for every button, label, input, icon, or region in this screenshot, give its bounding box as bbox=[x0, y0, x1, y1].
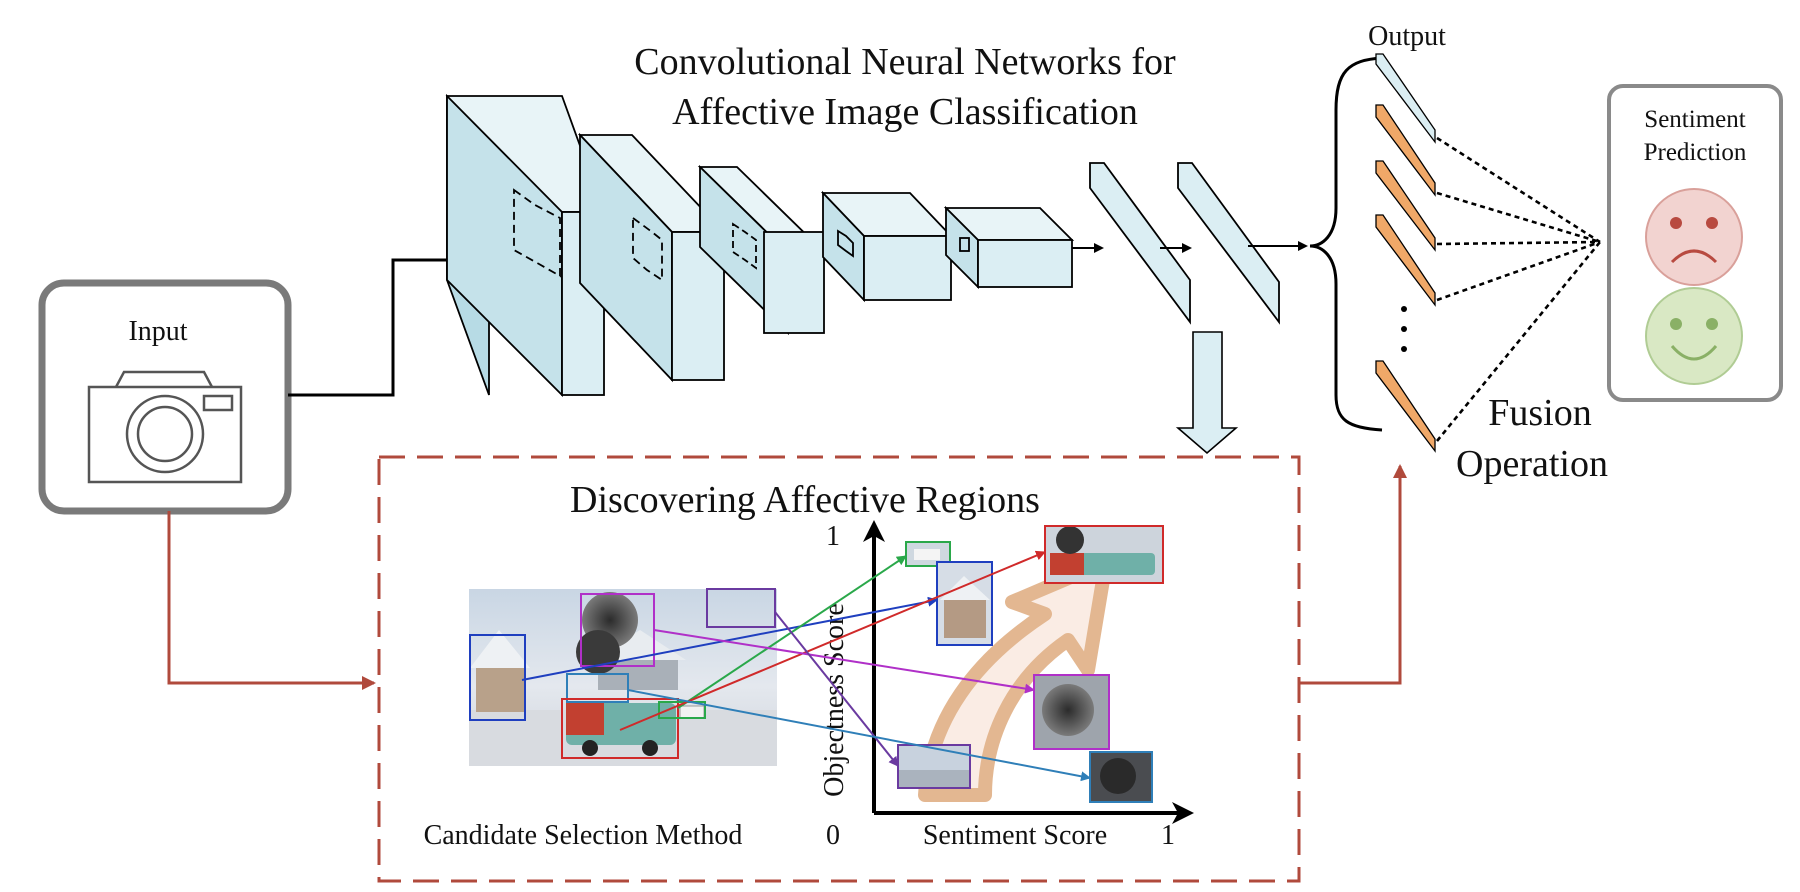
output-neuron-1 bbox=[1375, 53, 1436, 144]
candidate-source-image bbox=[469, 589, 777, 766]
fusion-label-line2: Operation bbox=[1456, 443, 1608, 485]
cnn-layers bbox=[445, 93, 1280, 398]
output-neurons bbox=[1375, 53, 1436, 453]
regions-box bbox=[377, 455, 1301, 883]
y-axis-max-label: 1 bbox=[826, 521, 840, 552]
fusion-lines bbox=[1435, 136, 1602, 442]
conv-layer-3 bbox=[697, 164, 828, 336]
conv-layer-5 bbox=[943, 205, 1075, 290]
sentiment-label-line1: Sentiment bbox=[1644, 106, 1745, 133]
output-neuron-2 bbox=[1375, 104, 1436, 197]
region-thumb-burning-van bbox=[1044, 525, 1164, 584]
output-label: Output bbox=[1368, 21, 1446, 52]
happy-face-icon bbox=[1645, 287, 1743, 385]
cnn-title-line1: Convolutional Neural Networks for bbox=[634, 41, 1176, 83]
input-label: Input bbox=[128, 316, 187, 347]
input-box: Input bbox=[38, 279, 292, 515]
region-thumb-sky bbox=[897, 744, 971, 789]
regions-title: Discovering Affective Regions bbox=[570, 479, 1040, 521]
output-neuron-3 bbox=[1375, 160, 1436, 252]
regions-to-fusion-arrow bbox=[1299, 464, 1407, 685]
sentiment-scatter-axes bbox=[863, 520, 1194, 824]
region-thumbnails bbox=[897, 525, 1164, 803]
fusion-label-line1: Fusion bbox=[1488, 392, 1591, 434]
input-to-regions-arrow bbox=[167, 511, 376, 690]
output-neuron-5 bbox=[1375, 360, 1436, 453]
fc-layer-1 bbox=[1089, 162, 1191, 325]
output-brace bbox=[1309, 56, 1383, 432]
region-thumb-dark-smoke bbox=[1089, 751, 1153, 803]
down-hollow-arrow bbox=[1175, 331, 1239, 455]
output-neuron-4 bbox=[1375, 214, 1436, 307]
sentiment-label-line2: Prediction bbox=[1644, 139, 1747, 166]
fc-layer-2 bbox=[1177, 162, 1280, 325]
conv-layer-4 bbox=[820, 190, 954, 303]
candidate-boxes bbox=[469, 588, 776, 759]
camera-icon bbox=[87, 370, 243, 484]
origin-label: 0 bbox=[826, 820, 840, 851]
ellipsis-dots bbox=[1401, 306, 1407, 352]
cnn-title-line2: Affective Image Classification bbox=[672, 91, 1138, 133]
x-axis-label: Sentiment Score bbox=[923, 820, 1107, 851]
sentiment-box: Sentiment Prediction bbox=[1607, 84, 1783, 402]
cnn-title: Convolutional Neural Networks for Affect… bbox=[634, 41, 1176, 133]
sad-face-icon bbox=[1645, 188, 1743, 286]
region-thumb-smoke bbox=[1033, 674, 1110, 750]
region-thumb-house bbox=[936, 561, 993, 646]
conv-layer-2 bbox=[577, 132, 727, 383]
x-axis-max-label: 1 bbox=[1161, 820, 1175, 851]
candidate-selection-label: Candidate Selection Method bbox=[424, 820, 743, 851]
mapping-arrows bbox=[521, 550, 1091, 782]
